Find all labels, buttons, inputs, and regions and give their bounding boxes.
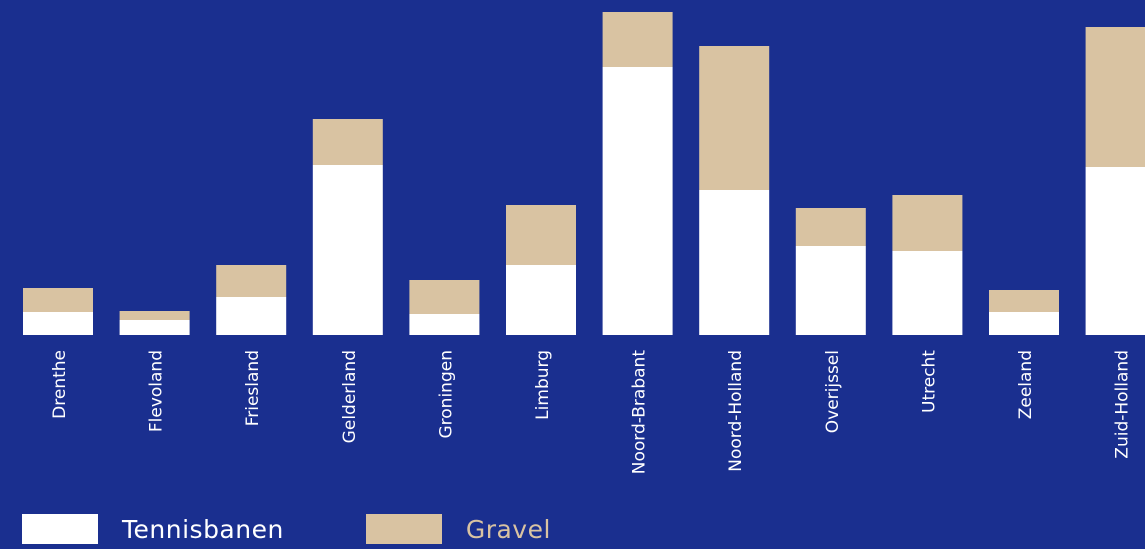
bar-gravel-flevoland: [119, 311, 190, 320]
x-tick-label-zuid-holland: Zuid-Holland: [1113, 350, 1133, 459]
x-tick-label-groningen: Groningen: [436, 350, 456, 439]
bar-tennisbanen-groningen: [409, 314, 480, 335]
bar-tennisbanen-noord-brabant: [602, 67, 673, 335]
bar-gravel-overijssel: [795, 208, 866, 246]
x-tick-label-drenthe: Drenthe: [50, 350, 70, 419]
x-tick-label-overijssel: Overijssel: [823, 350, 843, 433]
bar-gravel-noord-brabant: [602, 12, 673, 67]
x-tick-label-flevoland: Flevoland: [147, 350, 167, 432]
bar-gravel-zuid-holland: [1085, 27, 1145, 167]
bar-tennisbanen-gelderland: [312, 165, 383, 335]
x-tick-label-zeeland: Zeeland: [1016, 350, 1036, 419]
legend-label-gravel: Gravel: [465, 514, 551, 544]
bar-gravel-limburg: [506, 205, 576, 265]
legend-label-tennisbanen: Tennisbanen: [122, 514, 284, 544]
bar-gravel-groningen: [409, 280, 480, 314]
x-tick-label-gelderland: Gelderland: [340, 350, 360, 443]
x-tick-label-friesland: Friesland: [243, 350, 263, 426]
x-tick-label-utrecht: Utrecht: [919, 350, 939, 413]
legend-swatch-gravel: [365, 514, 442, 544]
x-tick-label-limburg: Limburg: [533, 350, 553, 420]
bar-gravel-zeeland: [989, 290, 1059, 312]
bar-gravel-utrecht: [892, 195, 963, 251]
bar-tennisbanen-zuid-holland: [1085, 167, 1145, 335]
bar-gravel-gelderland: [312, 119, 383, 165]
bar-tennisbanen-limburg: [506, 265, 576, 335]
bar-tennisbanen-zeeland: [989, 312, 1059, 335]
bar-tennisbanen-flevoland: [119, 320, 190, 335]
x-tick-label-noord-brabant: Noord-Brabant: [630, 350, 650, 475]
bar-tennisbanen-friesland: [216, 297, 287, 335]
bar-gravel-noord-holland: [699, 46, 770, 190]
bar-tennisbanen-overijssel: [795, 246, 866, 335]
legend: Tennisbanen Gravel: [22, 512, 633, 546]
bar-tennisbanen-utrecht: [892, 251, 963, 335]
legend-swatch-tennisbanen: [22, 514, 98, 544]
bar-gravel-drenthe: [23, 288, 93, 312]
x-tick-label-noord-holland: Noord-Holland: [726, 350, 746, 472]
bar-tennisbanen-noord-holland: [699, 190, 770, 335]
legend-item-tennisbanen: Tennisbanen: [22, 514, 284, 544]
bar-tennisbanen-drenthe: [23, 312, 93, 335]
bar-gravel-friesland: [216, 265, 287, 297]
legend-item-gravel: Gravel: [365, 514, 551, 544]
